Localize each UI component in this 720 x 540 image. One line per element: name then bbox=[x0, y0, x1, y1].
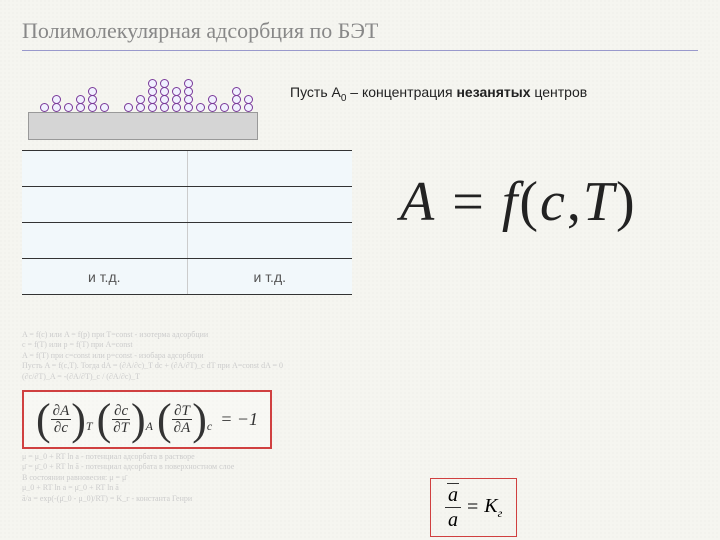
molecule-icon bbox=[64, 103, 73, 112]
molecule-icon bbox=[148, 103, 157, 112]
adsorption-diagram bbox=[28, 70, 258, 140]
molecule-icon bbox=[136, 103, 145, 112]
molecule-icon bbox=[160, 79, 169, 88]
molecule-icon bbox=[88, 95, 97, 104]
a0-annotation: Пусть A0 – концентрация незанятых центро… bbox=[290, 84, 587, 104]
molecule-icon bbox=[208, 103, 217, 112]
molecule-icon bbox=[160, 87, 169, 96]
molecule-icon bbox=[76, 103, 85, 112]
main-equation: A = f(c,T) bbox=[400, 170, 637, 234]
molecule-icon bbox=[88, 103, 97, 112]
molecule-icon bbox=[244, 95, 253, 104]
empty-table: и т.д.и т.д. bbox=[22, 150, 352, 295]
molecule-icon bbox=[184, 95, 193, 104]
molecule-icon bbox=[244, 103, 253, 112]
molecule-icon bbox=[76, 95, 85, 104]
molecule-icon bbox=[148, 95, 157, 104]
molecule-icon bbox=[40, 103, 49, 112]
henry-constant-formula: a a = Kг bbox=[430, 478, 517, 537]
molecule-icon bbox=[148, 87, 157, 96]
molecule-icon bbox=[184, 87, 193, 96]
molecule-icon bbox=[100, 103, 109, 112]
molecule-icon bbox=[196, 103, 205, 112]
molecule-icon bbox=[160, 95, 169, 104]
molecule-icon bbox=[208, 95, 217, 104]
molecule-icon bbox=[136, 95, 145, 104]
molecule-icon bbox=[172, 95, 181, 104]
molecule-icon bbox=[184, 79, 193, 88]
title-underline bbox=[22, 50, 698, 51]
molecule-icon bbox=[160, 103, 169, 112]
molecule-icon bbox=[88, 87, 97, 96]
faint-derivation-2: μ = μ_0 + RT ln a - потенциал адсорбата … bbox=[22, 452, 342, 504]
table-etc-left: и т.д. bbox=[22, 259, 187, 295]
molecule-icon bbox=[220, 103, 229, 112]
molecule-icon bbox=[232, 103, 241, 112]
table-etc-right: и т.д. bbox=[187, 259, 352, 295]
molecule-icon bbox=[124, 103, 133, 112]
partial-derivative-identity: ( ∂A∂c ) T ( ∂c∂T ) A ( ∂T∂A ) c = −1 bbox=[22, 390, 272, 449]
slide-title: Полимолекулярная адсорбция по БЭТ bbox=[0, 0, 720, 44]
molecule-icon bbox=[232, 87, 241, 96]
molecule-icon bbox=[172, 103, 181, 112]
molecule-icon bbox=[52, 95, 61, 104]
molecule-icon bbox=[184, 103, 193, 112]
faint-derivation-1: A = f(c) или A = f(p) при T=const - изот… bbox=[22, 330, 342, 382]
molecule-icon bbox=[148, 79, 157, 88]
molecule-icon bbox=[172, 87, 181, 96]
substrate-block bbox=[28, 112, 258, 140]
molecule-icon bbox=[52, 103, 61, 112]
molecule-icon bbox=[232, 95, 241, 104]
